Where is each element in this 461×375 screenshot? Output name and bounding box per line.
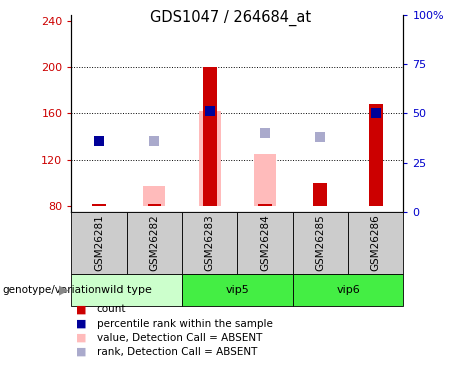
Text: vip6: vip6 (336, 285, 360, 295)
Text: GSM26285: GSM26285 (315, 214, 325, 271)
Text: GSM26286: GSM26286 (371, 214, 381, 271)
Text: GSM26281: GSM26281 (94, 214, 104, 271)
Text: ▶: ▶ (59, 283, 68, 296)
Bar (254, 154, 276, 206)
Bar (71, 212, 127, 274)
Text: vip5: vip5 (225, 285, 249, 295)
Bar (182, 274, 293, 306)
Bar (143, 186, 165, 206)
Bar (293, 274, 403, 306)
Text: ■: ■ (76, 319, 87, 328)
Bar (71, 274, 182, 306)
Bar (182, 212, 237, 274)
Text: ■: ■ (76, 347, 87, 357)
Text: GSM26282: GSM26282 (149, 214, 160, 271)
Bar (313, 183, 327, 206)
Bar (369, 104, 383, 206)
Bar (127, 212, 182, 274)
Bar (348, 212, 403, 274)
Bar (148, 204, 161, 206)
Text: ■: ■ (76, 333, 87, 343)
Text: GSM26283: GSM26283 (205, 214, 215, 271)
Bar (237, 212, 293, 274)
Text: count: count (97, 304, 126, 314)
Text: GSM26284: GSM26284 (260, 214, 270, 271)
Bar (199, 111, 221, 206)
Text: rank, Detection Call = ABSENT: rank, Detection Call = ABSENT (97, 347, 257, 357)
Text: ■: ■ (76, 304, 87, 314)
Bar (203, 67, 217, 206)
Text: wild type: wild type (101, 285, 152, 295)
Text: GDS1047 / 264684_at: GDS1047 / 264684_at (150, 9, 311, 26)
Bar (258, 204, 272, 206)
Text: percentile rank within the sample: percentile rank within the sample (97, 319, 273, 328)
Text: genotype/variation: genotype/variation (2, 285, 101, 295)
Text: value, Detection Call = ABSENT: value, Detection Call = ABSENT (97, 333, 262, 343)
Bar (92, 204, 106, 206)
Bar (293, 212, 348, 274)
